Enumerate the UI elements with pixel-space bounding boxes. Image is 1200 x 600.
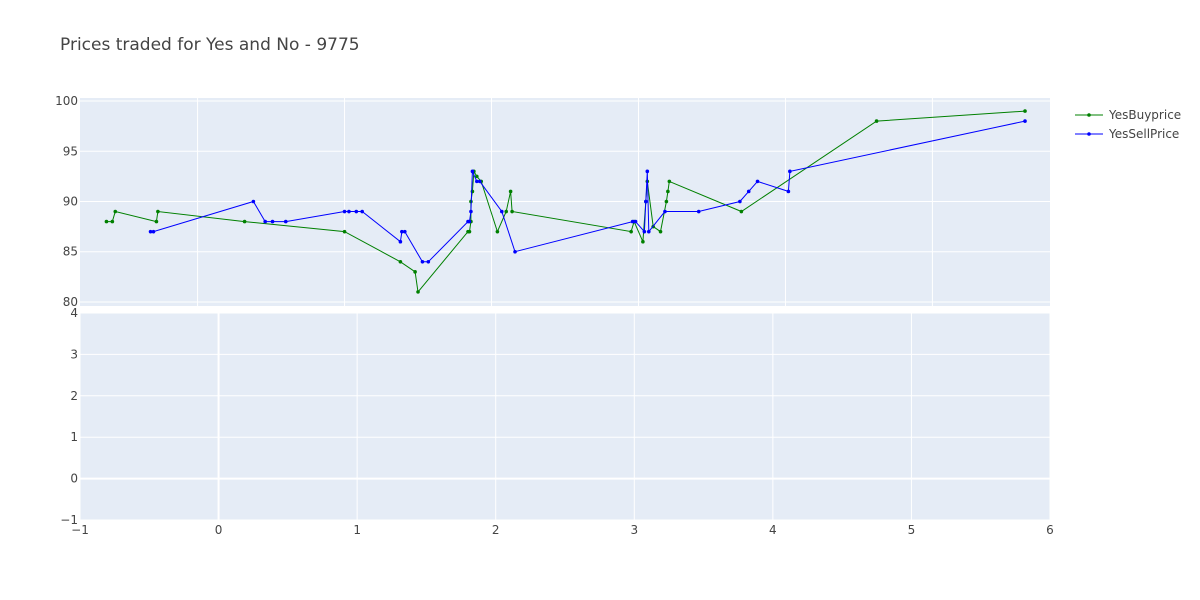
series-point-YesSellPrice[interactable] (755, 179, 760, 184)
series-point-YesBuyprice[interactable] (342, 229, 347, 234)
bottom-x-tick-label: 6 (1046, 523, 1054, 537)
bottom-panel: −1 0 1 2 3 4 5 6 −1 0 1 2 3 4 (60, 306, 1054, 537)
top-panel: 80 85 90 95 100 (55, 94, 1050, 309)
series-point-YesSellPrice[interactable] (1023, 119, 1027, 123)
legend[interactable]: YesBuyprice YesSellPrice (1075, 108, 1181, 141)
top-y-tick-label: 90 (63, 194, 78, 208)
series-point-YesSellPrice[interactable] (500, 209, 504, 214)
legend-marker-swatch (1087, 132, 1091, 136)
series-point-YesSellPrice[interactable] (738, 199, 742, 204)
series-point-YesBuyprice[interactable] (508, 189, 513, 194)
bottom-y-tick-label: 4 (70, 306, 78, 320)
series-point-YesSellPrice[interactable] (400, 229, 404, 234)
series-point-YesSellPrice[interactable] (251, 199, 256, 204)
series-point-YesBuyprice[interactable] (475, 174, 479, 179)
series-point-YesBuyprice[interactable] (874, 119, 879, 123)
series-point-YesBuyprice[interactable] (667, 179, 672, 184)
series-point-YesSellPrice[interactable] (270, 219, 275, 224)
bottom-x-tick-label: 0 (215, 523, 223, 537)
series-point-YesBuyprice[interactable] (664, 199, 669, 204)
series-point-YesBuyprice[interactable] (413, 270, 417, 274)
series-point-YesBuyprice[interactable] (641, 239, 645, 244)
series-point-YesSellPrice[interactable] (283, 219, 288, 224)
series-point-YesSellPrice[interactable] (347, 209, 351, 214)
series-point-YesSellPrice[interactable] (696, 209, 701, 214)
series-point-YesSellPrice[interactable] (646, 229, 651, 234)
series-point-YesBuyprice[interactable] (510, 209, 514, 214)
series-point-YesSellPrice[interactable] (513, 249, 517, 254)
series-point-YesSellPrice[interactable] (746, 189, 751, 194)
series-point-YesSellPrice[interactable] (148, 229, 153, 234)
series-point-YesBuyprice[interactable] (739, 209, 744, 214)
series-point-YesSellPrice[interactable] (477, 179, 482, 184)
series-point-YesBuyprice[interactable] (666, 189, 670, 194)
series-point-YesSellPrice[interactable] (633, 219, 638, 224)
bottom-x-tick-label: 5 (908, 523, 916, 537)
series-point-YesSellPrice[interactable] (360, 209, 364, 214)
series-point-YesBuyprice[interactable] (416, 290, 420, 294)
series-point-YesSellPrice[interactable] (630, 219, 635, 224)
series-point-YesBuyprice[interactable] (104, 219, 109, 224)
series-point-YesSellPrice[interactable] (467, 219, 472, 224)
series-point-YesSellPrice[interactable] (426, 259, 431, 264)
bottom-y-tick-label: 3 (70, 347, 78, 361)
series-point-YesBuyprice[interactable] (504, 209, 509, 214)
series-point-YesSellPrice[interactable] (663, 209, 667, 214)
series-point-YesSellPrice[interactable] (151, 229, 156, 234)
series-point-YesSellPrice[interactable] (644, 199, 648, 204)
series-point-YesSellPrice[interactable] (403, 229, 407, 234)
series-point-YesSellPrice[interactable] (645, 169, 650, 174)
series-point-YesSellPrice[interactable] (354, 209, 359, 214)
bottom-x-tick-label: 1 (353, 523, 361, 537)
series-point-YesSellPrice[interactable] (263, 219, 267, 224)
series-point-YesBuyprice[interactable] (154, 219, 159, 224)
series-point-YesSellPrice[interactable] (342, 209, 347, 214)
bottom-plot-area (80, 313, 1050, 520)
series-point-YesSellPrice[interactable] (788, 169, 792, 174)
series-point-YesBuyprice[interactable] (242, 219, 247, 224)
series-point-YesSellPrice[interactable] (398, 239, 403, 244)
bottom-x-tick-label: 2 (492, 523, 500, 537)
series-point-YesBuyprice[interactable] (1023, 109, 1027, 113)
series-point-YesBuyprice[interactable] (110, 219, 115, 224)
legend-item-YesBuyprice[interactable]: YesBuyprice (1075, 108, 1181, 122)
bottom-y-tick-label: 1 (70, 430, 78, 444)
series-point-YesSellPrice[interactable] (420, 259, 425, 264)
top-y-tick-label: 95 (63, 144, 78, 158)
top-y-tick-label: 85 (63, 245, 78, 259)
series-point-YesSellPrice[interactable] (475, 179, 479, 184)
legend-label: YesBuyprice (1108, 108, 1181, 122)
series-point-YesBuyprice[interactable] (495, 229, 500, 234)
series-point-YesBuyprice[interactable] (658, 229, 663, 234)
bottom-x-tick-label: 3 (630, 523, 638, 537)
series-point-YesBuyprice[interactable] (156, 209, 160, 214)
legend-item-YesSellPrice[interactable]: YesSellPrice (1075, 127, 1179, 141)
series-point-YesSellPrice[interactable] (786, 189, 791, 194)
series-point-YesSellPrice[interactable] (470, 169, 475, 174)
series-point-YesBuyprice[interactable] (113, 209, 118, 214)
series-point-YesSellPrice[interactable] (469, 209, 473, 214)
chart-title: Prices traded for Yes and No - 9775 (60, 35, 360, 55)
series-point-YesSellPrice[interactable] (642, 229, 647, 234)
series-point-YesBuyprice[interactable] (467, 229, 472, 234)
bottom-x-tick-label: 4 (769, 523, 777, 537)
top-plot-area (80, 98, 1050, 306)
bottom-y-tick-label: 2 (70, 389, 78, 403)
legend-label: YesSellPrice (1108, 127, 1179, 141)
series-point-YesBuyprice[interactable] (398, 259, 403, 264)
series-point-YesBuyprice[interactable] (629, 229, 633, 234)
bottom-y-tick-label: −1 (60, 513, 78, 527)
top-y-tick-label: 80 (63, 295, 78, 309)
legend-marker-swatch (1087, 113, 1091, 117)
bottom-y-tick-label: 0 (70, 472, 78, 486)
bottom-x-tick-label: −1 (71, 523, 89, 537)
top-y-tick-label: 100 (55, 94, 78, 108)
